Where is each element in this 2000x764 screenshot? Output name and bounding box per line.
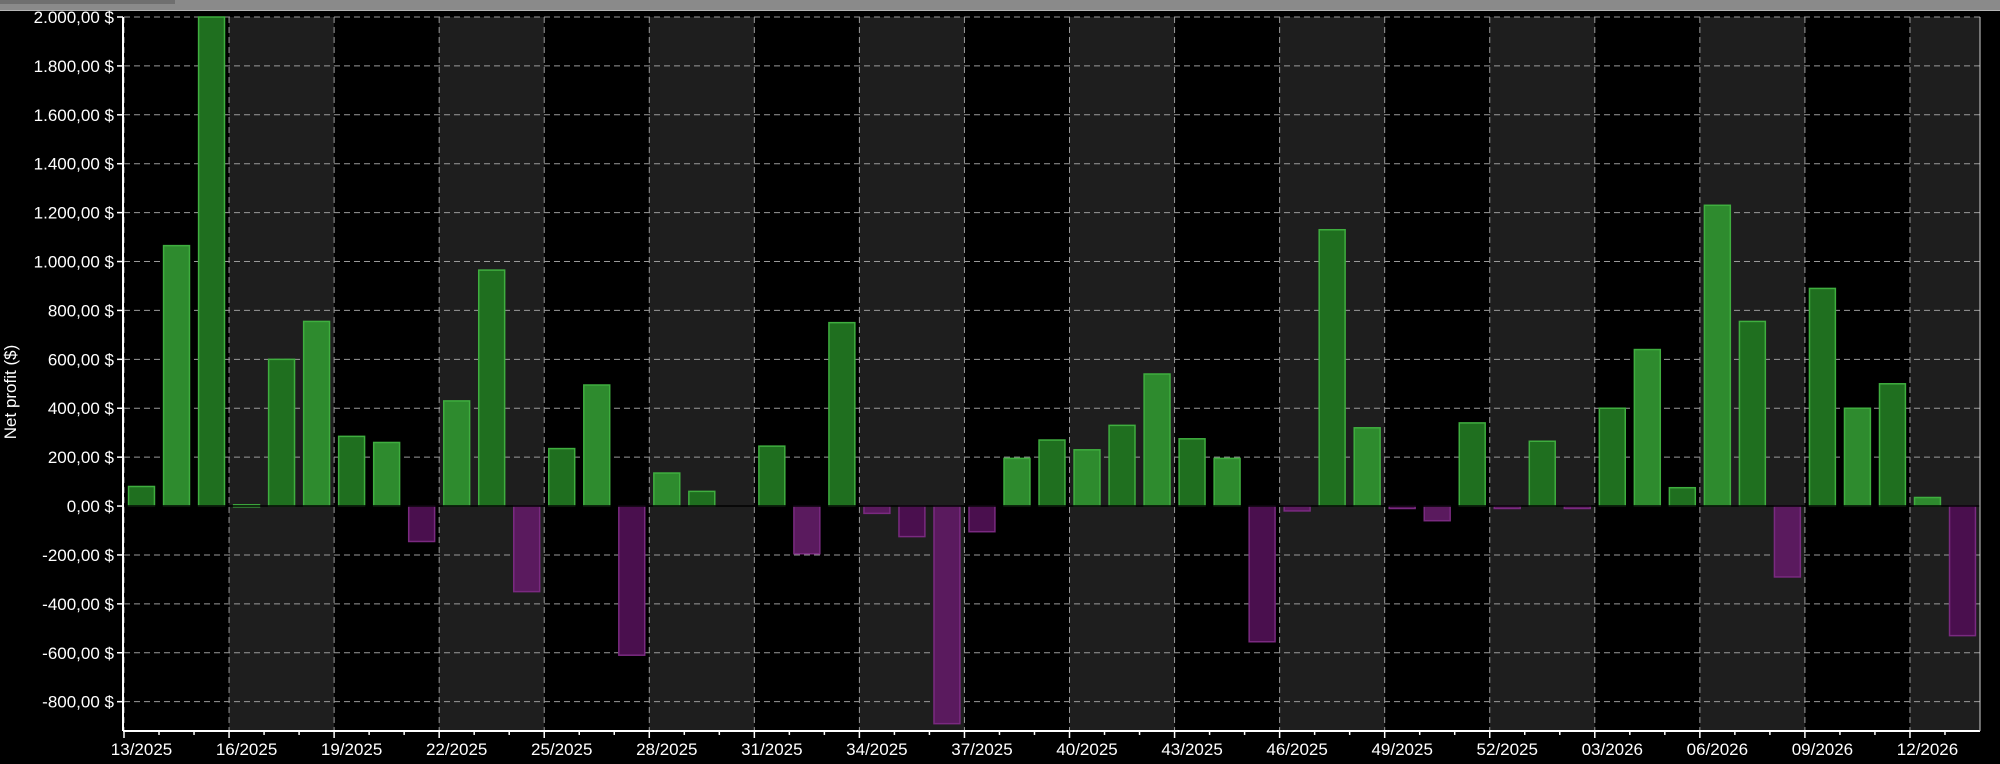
x-tick-label: 43/2025 [1161,740,1222,759]
bar-negative[interactable] [513,505,541,593]
bar-positive[interactable] [1108,424,1136,507]
bar-negative[interactable] [407,505,436,543]
plot-area [124,17,1980,731]
y-tick-label: 200,00 $ [48,448,115,467]
bar-positive[interactable] [688,490,716,507]
bar-positive[interactable] [477,269,506,507]
x-tick-label: 03/2026 [1582,740,1643,759]
y-tick-label: 0,00 $ [67,497,115,516]
bar-positive[interactable] [1913,496,1942,507]
bar-negative[interactable] [863,505,891,515]
bar-positive[interactable] [1003,457,1031,507]
x-tick-label: 46/2025 [1266,740,1327,759]
y-tick-label: -600,00 $ [42,644,114,663]
y-tick-label: 1.000,00 $ [34,253,115,272]
bar-negative[interactable] [1773,505,1802,578]
bar-positive[interactable] [267,358,296,507]
bars [127,16,1977,725]
bar-positive[interactable] [583,384,611,507]
x-tick-label: 49/2025 [1371,740,1432,759]
grid-lines [123,16,1980,731]
bar-positive[interactable] [1808,287,1837,507]
bar-negative[interactable] [1948,505,1977,637]
y-tick-label: 800,00 $ [48,301,115,320]
bar-positive[interactable] [197,16,226,507]
bar-positive[interactable] [1738,320,1767,507]
y-tick-label: 400,00 $ [48,399,115,418]
y-tick-label: 1.200,00 $ [34,204,115,223]
bar-positive[interactable] [653,472,681,507]
x-tick-label: 22/2025 [426,740,487,759]
bar-positive[interactable] [1213,457,1241,507]
y-axis-label: Net profit ($) [1,345,20,439]
shaded-band [649,17,755,731]
y-tick-label: -800,00 $ [42,693,114,712]
y-tick-label: -400,00 $ [42,595,114,614]
bar-positive[interactable] [1073,449,1101,507]
bar-positive[interactable] [1528,440,1556,507]
x-tick-label: 12/2026 [1897,740,1958,759]
bar-positive[interactable] [162,244,191,507]
bar-positive[interactable] [1598,407,1627,507]
bar-negative[interactable] [968,505,996,533]
x-tick-label: 31/2025 [741,740,802,759]
bar-positive[interactable] [442,400,471,507]
bar-positive[interactable] [1353,427,1381,507]
bar-positive[interactable] [372,441,401,507]
x-tick-label: 19/2025 [321,740,382,759]
bar-positive[interactable] [1668,486,1697,507]
bar-positive[interactable] [758,445,786,507]
bar-positive[interactable] [1143,373,1171,507]
bar-positive[interactable] [1038,439,1066,507]
shaded-band [1489,17,1595,731]
alternating-bands [124,17,1980,731]
x-tick-label: 34/2025 [846,740,907,759]
x-tick-label: 25/2025 [531,740,592,759]
x-tick-label: 06/2026 [1687,740,1748,759]
x-tick-label: 28/2025 [636,740,697,759]
bar-positive[interactable] [302,320,331,507]
x-tick-label: 09/2026 [1792,740,1853,759]
bar-positive[interactable] [1458,422,1486,507]
window-tab[interactable] [0,0,175,4]
bar-positive[interactable] [1878,383,1907,507]
bar-positive[interactable] [127,485,156,507]
x-tick-label: 37/2025 [951,740,1012,759]
x-tick-label: 52/2025 [1477,740,1538,759]
bar-positive[interactable] [828,321,856,507]
y-tick-label: 2.000,00 $ [34,8,115,27]
bar-positive[interactable] [1843,407,1872,507]
y-tick-label: 1.600,00 $ [34,106,115,125]
bar-negative[interactable] [618,505,646,656]
y-tick-label: -200,00 $ [42,546,114,565]
bar-negative[interactable] [933,505,961,725]
bar-positive[interactable] [1703,204,1732,507]
y-tick-labels: 2.000,00 $ 1.800,00 $ 1.600,00 $ 1.400,00 $… [34,8,115,712]
y-tick-label: 1.800,00 $ [34,57,115,76]
bar-positive[interactable] [337,435,366,507]
bar-negative[interactable] [793,505,821,555]
x-tick-labels: 13/2025 16/2025 19/2025 22/2025 25/2025 28/20… [111,740,1958,759]
bar-positive[interactable] [1633,348,1662,507]
bar-negative[interactable] [1248,505,1276,643]
x-tick-label: 40/2025 [1056,740,1117,759]
bar-positive[interactable] [1318,228,1346,507]
window-top-bar [0,0,2000,11]
bar-positive[interactable] [548,447,576,507]
bar-negative[interactable] [898,505,926,538]
axes [117,16,1981,738]
x-tick-label: 13/2025 [111,740,172,759]
bar-positive[interactable] [1178,438,1206,507]
bar-negative[interactable] [1423,505,1451,522]
y-tick-label: 600,00 $ [48,350,115,369]
x-tick-label: 16/2025 [216,740,277,759]
y-tick-label: 1.400,00 $ [34,155,115,174]
